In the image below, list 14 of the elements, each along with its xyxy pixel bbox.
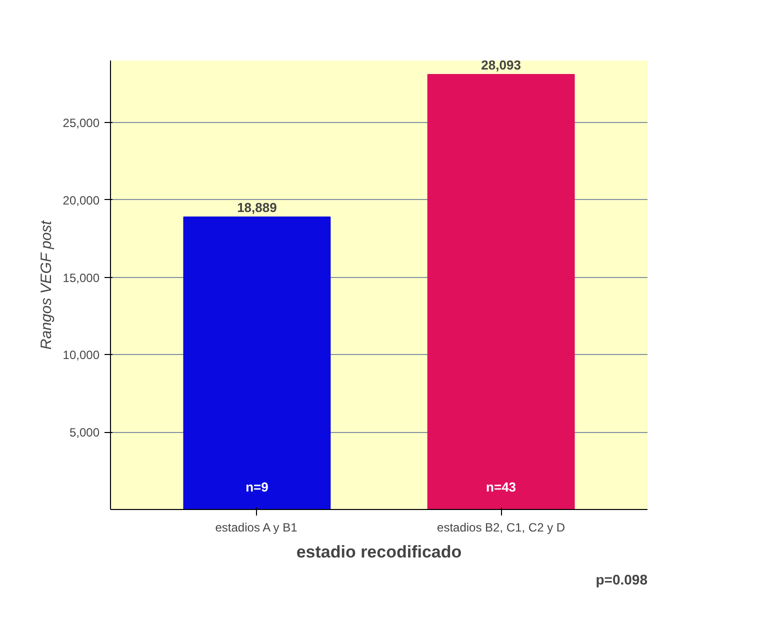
x-tick-label: estadios A y B1 — [215, 520, 298, 534]
y-axis-title: Rangos VEGF post — [38, 220, 55, 350]
annotation: n=9 — [246, 480, 268, 494]
text: p=0.098 — [596, 572, 648, 588]
y-tick-label: 5,000 — [69, 426, 100, 440]
data-label: 18,889 — [237, 200, 277, 216]
annotation: n=43 — [486, 480, 516, 494]
y-tick-label: 10,000 — [62, 348, 100, 362]
y-tick-label: 20,000 — [62, 193, 100, 208]
data-label: 28,093 — [481, 58, 521, 73]
y-tick-label: 15,000 — [62, 270, 100, 285]
x-tick-label: estadios B2, C1, C2 y D — [437, 520, 566, 534]
y-tick-label: 25,000 — [62, 116, 100, 130]
x-axis-title: estadio recodificado — [296, 542, 462, 562]
